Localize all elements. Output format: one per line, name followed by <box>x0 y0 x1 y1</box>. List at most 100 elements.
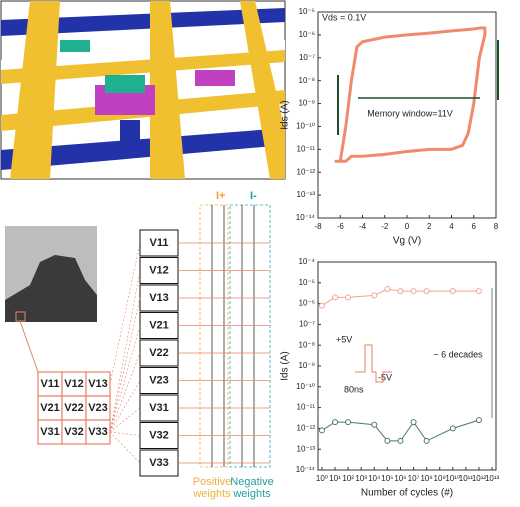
pulse <box>355 344 392 383</box>
matrix-cell <box>61 419 87 445</box>
column-label: V23 <box>149 374 169 386</box>
y-tick-label: 10⁻¹³ <box>297 190 316 199</box>
annotation: ~ 6 decades <box>433 349 483 359</box>
matrix-label: V21 <box>40 402 60 414</box>
x-tick-label: 10¹² <box>472 474 487 483</box>
column-label: V12 <box>149 264 169 276</box>
x-tick-label: 10³ <box>355 474 367 483</box>
matrix-label: V33 <box>88 426 108 438</box>
y-tick-label: 10⁻¹⁰ <box>296 382 315 391</box>
y-axis-label: Ids (A) <box>280 351 291 380</box>
y-tick-label: 10⁻⁶ <box>299 299 315 308</box>
series-line <box>334 26 487 163</box>
x-tick-label: 0 <box>405 222 410 231</box>
y-tick-label: 10⁻⁷ <box>299 320 315 329</box>
y-tick-label: 10⁻⁹ <box>298 99 315 108</box>
column-label: V11 <box>150 237 169 249</box>
x-tick-label: 10⁵ <box>381 474 393 483</box>
x-tick-label: 10⁶ <box>394 474 406 483</box>
y-tick-label: 10⁻⁵ <box>299 278 315 287</box>
annotation: Memory window=11V <box>367 108 453 118</box>
positive-weights: Positive <box>193 476 232 488</box>
data-point <box>345 294 352 301</box>
x-tick-label: 4 <box>449 222 454 231</box>
x-tick-label: 10⁷ <box>408 474 420 483</box>
data-point <box>371 421 378 428</box>
column-cell <box>139 394 179 422</box>
y-tick-label: 10⁻¹¹ <box>297 403 316 412</box>
x-tick-label: 10¹³ <box>485 474 500 483</box>
x-tick-label: -2 <box>381 222 389 231</box>
matrix-label: V12 <box>64 378 84 390</box>
column-cell <box>139 422 179 449</box>
link <box>109 242 141 385</box>
device-render <box>0 0 286 180</box>
y-axis-label: Ids (A) <box>280 100 291 129</box>
data-point <box>423 437 430 444</box>
data-point <box>475 417 482 424</box>
matrix-label: V13 <box>88 378 108 390</box>
column-cell <box>139 312 179 339</box>
x-tick-label: 10¹⁰ <box>445 474 460 483</box>
data-point <box>332 294 339 301</box>
data-point <box>371 292 378 299</box>
i-plus: I+ <box>216 190 225 202</box>
y-tick-label: 10⁻⁹ <box>298 361 315 370</box>
matrix-cell <box>61 395 87 421</box>
x-tick-label: 10⁹ <box>434 474 446 483</box>
matrix-cell <box>85 395 111 421</box>
y-tick-label: 10⁻⁶ <box>299 30 315 39</box>
data-point <box>410 288 417 295</box>
x-tick-label: 10¹ <box>329 474 341 483</box>
x-axis-label: Number of cycles (#) <box>361 488 453 499</box>
column-cell <box>139 339 179 367</box>
column-cell <box>139 284 179 312</box>
matrix-label: V31 <box>40 426 60 438</box>
x-tick-label: 10⁸ <box>420 474 432 483</box>
y-tick-label: 10⁻⁸ <box>299 76 316 85</box>
data-point <box>449 425 456 432</box>
y-tick-label: 10⁻⁸ <box>299 340 316 349</box>
matrix-label: V11 <box>41 378 60 390</box>
link <box>109 325 141 433</box>
y-tick-label: 10⁻⁷ <box>299 53 315 62</box>
annotation: -5V <box>378 372 392 382</box>
y-tick-label: 10⁻¹¹ <box>297 144 316 153</box>
x-axis-label: Vg (V) <box>393 236 421 247</box>
data-point <box>384 286 391 293</box>
matrix-label: V22 <box>64 402 84 414</box>
annotation: +5V <box>336 334 352 344</box>
link <box>109 380 141 433</box>
annotation: Vds = 0.1V <box>322 12 366 22</box>
i-minus: I- <box>250 190 257 202</box>
data-point <box>384 437 391 444</box>
data-point <box>397 437 404 444</box>
link <box>109 431 141 436</box>
y-tick-label: 10⁻¹² <box>297 167 316 176</box>
x-tick-label: 10² <box>342 474 354 483</box>
x-tick-label: 10⁰ <box>316 474 328 483</box>
y-tick-label: 10⁻¹⁴ <box>296 465 316 474</box>
y-tick-label: 10⁻⁴ <box>298 257 315 266</box>
y-tick-label: 10⁻¹⁴ <box>296 213 316 222</box>
column-label: V22 <box>149 347 169 359</box>
column-label: V33 <box>149 457 169 469</box>
column-label: V21 <box>149 319 169 331</box>
x-tick-label: -4 <box>359 222 367 231</box>
link <box>109 431 141 464</box>
plot-frame <box>317 261 497 471</box>
data-point <box>332 419 339 426</box>
column-label: V32 <box>149 429 169 441</box>
x-tick-label: 10⁴ <box>368 474 381 483</box>
matrix-label: V23 <box>88 402 108 414</box>
link <box>109 270 141 433</box>
column-label: V13 <box>149 292 169 304</box>
negative-weights: weights <box>232 488 271 500</box>
photo <box>5 226 97 373</box>
y-tick-label: 10⁻¹⁰ <box>296 122 315 131</box>
column-cell <box>139 229 179 257</box>
data-point <box>449 288 456 295</box>
y-tick-label: 10⁻¹³ <box>297 444 316 453</box>
data-point <box>410 419 417 426</box>
